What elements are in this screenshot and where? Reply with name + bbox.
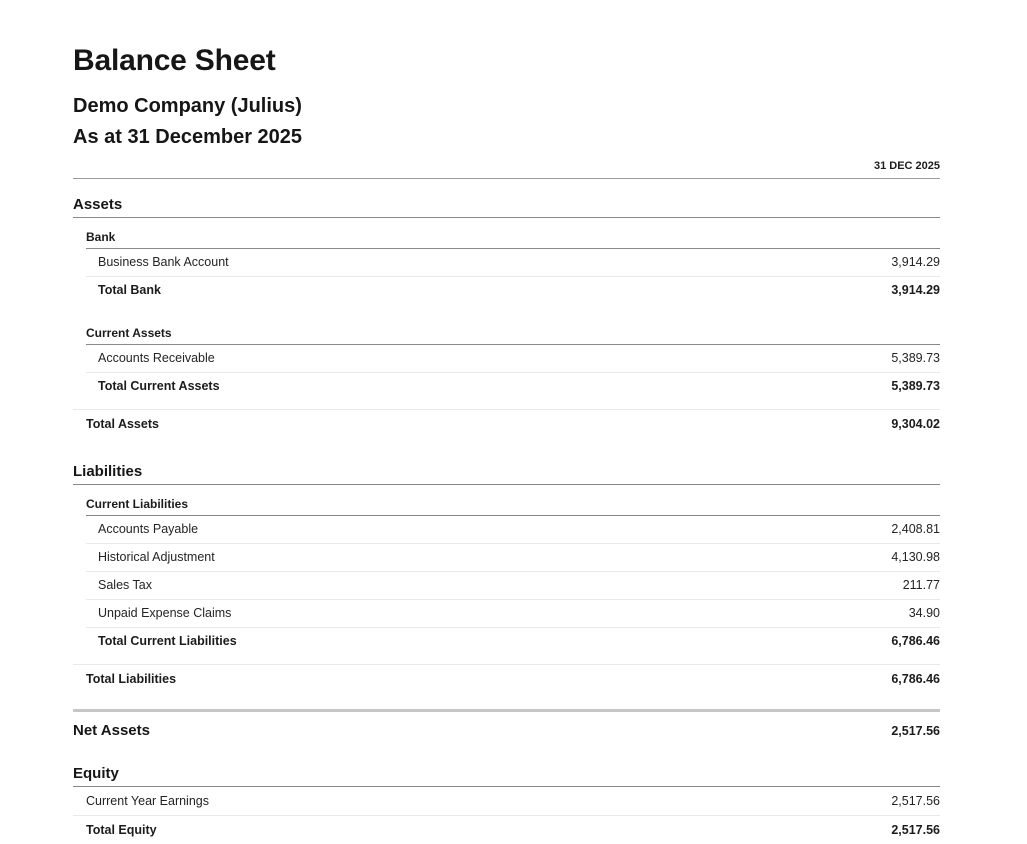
account-label: Current Year Earnings (86, 794, 209, 808)
account-label: Unpaid Expense Claims (98, 606, 232, 620)
account-value: 5,389.73 (891, 351, 940, 365)
subsection-current-assets: Current Assets Accounts Receivable 5,389… (86, 326, 940, 400)
subsection-header-current-assets: Current Assets (86, 326, 940, 345)
subtotal-label: Total Current Assets (98, 379, 220, 393)
account-value: 3,914.29 (891, 255, 940, 269)
total-value: 2,517.56 (891, 823, 940, 837)
subtotal-row-current-liabilities: Total Current Liabilities 6,786.46 (86, 628, 940, 655)
column-header-date: 31 DEC 2025 (873, 160, 940, 172)
account-row: Accounts Receivable 5,389.73 (86, 345, 940, 373)
subsection-header-bank: Bank (86, 230, 940, 249)
net-assets-value: 2,517.56 (891, 724, 940, 738)
account-label: Accounts Payable (98, 522, 199, 536)
account-row: Current Year Earnings 2,517.56 (73, 787, 940, 816)
account-value: 211.77 (902, 578, 940, 592)
column-header-row: 31 DEC 2025 (73, 160, 940, 179)
total-value: 9,304.02 (891, 417, 940, 431)
total-label: Total Equity (86, 823, 157, 837)
subtotal-label: Total Bank (98, 283, 161, 297)
account-value: 34.90 (908, 606, 940, 620)
total-label: Total Assets (86, 417, 159, 431)
section-liabilities: Liabilities Current Liabilities Accounts… (73, 462, 940, 693)
net-assets-label: Net Assets (73, 722, 150, 739)
subtotal-value: 6,786.46 (891, 634, 940, 648)
section-header-equity: Equity (73, 764, 940, 787)
section-equity: Equity Current Year Earnings 2,517.56 To… (73, 764, 940, 844)
account-row: Accounts Payable 2,408.81 (86, 516, 940, 544)
subtotal-value: 5,389.73 (891, 379, 940, 393)
account-label: Business Bank Account (98, 255, 229, 269)
section-header-liabilities: Liabilities (73, 462, 940, 485)
report-as-at-date: As at 31 December 2025 (73, 126, 303, 148)
total-value: 6,786.46 (891, 672, 940, 686)
subsection-header-current-liabilities: Current Liabilities (86, 497, 940, 516)
account-value: 4,130.98 (891, 550, 940, 564)
section-assets: Assets Bank Business Bank Account 3,914.… (73, 195, 940, 438)
account-value: 2,408.81 (891, 522, 940, 536)
total-label: Total Liabilities (86, 672, 177, 686)
company-name: Demo Company (Julius) (73, 95, 302, 117)
subtotal-value: 3,914.29 (891, 283, 940, 297)
section-header-assets: Assets (73, 195, 940, 218)
account-row: Business Bank Account 3,914.29 (86, 249, 940, 277)
total-liabilities-row: Total Liabilities 6,786.46 (73, 664, 940, 693)
account-value: 2,517.56 (891, 794, 940, 808)
net-assets-divider (73, 709, 940, 712)
account-label: Accounts Receivable (98, 351, 215, 365)
total-assets-row: Total Assets 9,304.02 (73, 409, 940, 438)
account-label: Historical Adjustment (98, 550, 215, 564)
account-label: Sales Tax (98, 578, 152, 592)
account-row: Sales Tax 211.77 (86, 572, 940, 600)
subsection-bank: Bank Business Bank Account 3,914.29 Tota… (86, 230, 940, 304)
net-assets-row: Net Assets 2,517.56 (73, 712, 940, 750)
account-row: Unpaid Expense Claims 34.90 (86, 600, 940, 628)
account-row: Historical Adjustment 4,130.98 (86, 544, 940, 572)
page-title: Balance Sheet (73, 44, 276, 77)
total-equity-row: Total Equity 2,517.56 (73, 816, 940, 844)
subsection-current-liabilities: Current Liabilities Accounts Payable 2,4… (86, 497, 940, 655)
subtotal-row-bank: Total Bank 3,914.29 (86, 277, 940, 304)
subtotal-row-current-assets: Total Current Assets 5,389.73 (86, 373, 940, 400)
subtotal-label: Total Current Liabilities (98, 634, 237, 648)
